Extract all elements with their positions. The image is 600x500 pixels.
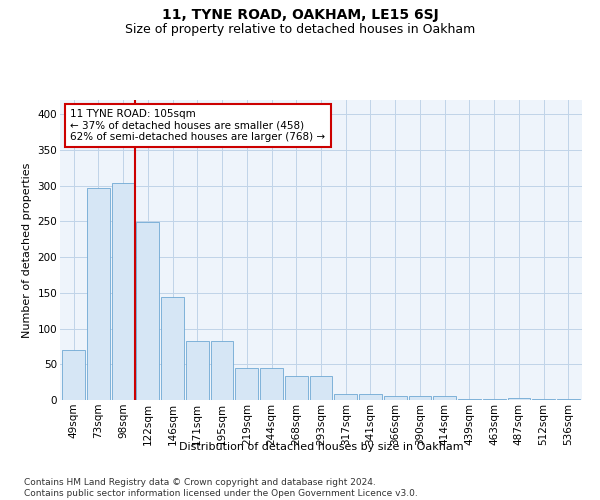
Bar: [211, 340, 233, 400]
Bar: [161, 297, 184, 400]
Bar: [508, 398, 530, 400]
Bar: [433, 396, 456, 400]
Text: Distribution of detached houses by size in Oakham: Distribution of detached houses by size …: [179, 442, 463, 452]
Bar: [409, 396, 431, 400]
Y-axis label: Number of detached properties: Number of detached properties: [22, 162, 32, 338]
Bar: [112, 183, 134, 400]
Bar: [384, 396, 407, 400]
Text: Contains HM Land Registry data © Crown copyright and database right 2024.
Contai: Contains HM Land Registry data © Crown c…: [24, 478, 418, 498]
Bar: [260, 368, 283, 400]
Bar: [186, 340, 209, 400]
Bar: [136, 222, 159, 400]
Bar: [359, 394, 382, 400]
Bar: [235, 368, 258, 400]
Bar: [62, 350, 85, 400]
Text: 11 TYNE ROAD: 105sqm
← 37% of detached houses are smaller (458)
62% of semi-deta: 11 TYNE ROAD: 105sqm ← 37% of detached h…: [70, 109, 326, 142]
Text: Size of property relative to detached houses in Oakham: Size of property relative to detached ho…: [125, 22, 475, 36]
Text: 11, TYNE ROAD, OAKHAM, LE15 6SJ: 11, TYNE ROAD, OAKHAM, LE15 6SJ: [161, 8, 439, 22]
Bar: [310, 376, 332, 400]
Bar: [87, 188, 110, 400]
Bar: [285, 376, 308, 400]
Bar: [334, 394, 357, 400]
